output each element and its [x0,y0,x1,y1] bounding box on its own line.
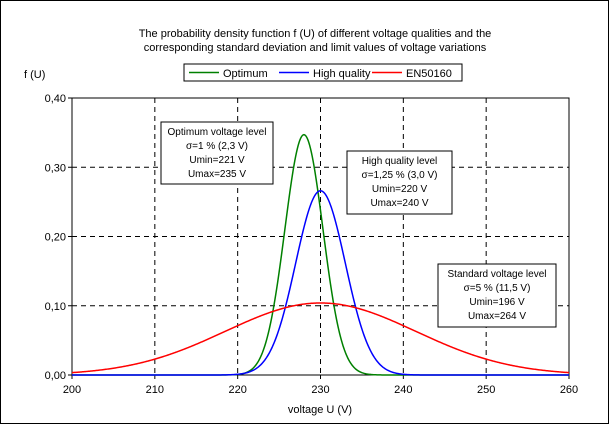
annotation-high-quality-umax: Umax=240 V [370,198,428,209]
x-tick-label-4: 240 [394,384,412,396]
annotation-optimum-umin: Umin=221 V [189,155,245,166]
annotation-standard: Standard voltage level σ=5 % (11,5 V) Um… [437,263,557,328]
series-line-high-quality [72,190,569,376]
annotation-optimum-umax: Umax=235 V [188,169,246,180]
y-tick-label-0: 0,00 [45,370,66,382]
y-tick-label-4: 0,40 [45,93,66,105]
x-tick-label-6: 260 [560,384,578,396]
annotation-box-standard [437,263,557,328]
x-tick-label-0: 200 [63,384,81,396]
annotation-standard-umax: Umax=264 V [468,311,526,322]
annotation-optimum: Optimum voltage level σ=1 % (2,3 V) Umin… [160,121,274,185]
legend-box [183,63,463,82]
annotation-high-quality: High quality level σ=1,25 % (3,0 V) Umin… [346,150,453,215]
legend-label-optimum: Optimum [223,68,268,80]
annotation-high-quality-sigma: σ=1,25 % (3,0 V) [362,170,438,181]
legend-label-high-quality: High quality [313,68,371,80]
annotation-high-quality-title: High quality level [362,156,438,167]
legend: Optimum High quality EN50160 [183,63,463,82]
annotation-high-quality-umin: Umin=220 V [372,184,428,195]
x-tick-label-1: 210 [146,384,164,396]
series-line-en50160 [71,302,570,374]
x-axis-label: voltage U (V) [288,404,352,416]
x-tick-label-3: 230 [311,384,329,396]
legend-label-en50160: EN50160 [406,68,452,80]
annotation-optimum-sigma: σ=1 % (2,3 V) [186,141,248,152]
y-tick-label-3: 0,30 [45,162,66,174]
y-tick-label-2: 0,20 [45,232,66,244]
x-tick-labels: 200 210 220 230 240 250 260 [63,384,578,396]
y-tick-labels: 0,00 0,10 0,20 0,30 0,40 [45,93,66,382]
chart-title-line-1: The probability density function f (U) o… [139,28,492,40]
chart-title-line-2: corresponding standard deviation and lim… [144,42,487,54]
y-axis-label: f (U) [24,69,45,81]
annotation-standard-sigma: σ=5 % (11,5 V) [464,283,531,294]
annotation-box-optimum [160,121,274,185]
series-curves [71,133,570,376]
x-tick-label-5: 250 [477,384,495,396]
annotation-optimum-title: Optimum voltage level [168,127,267,138]
annotation-box-high-quality [346,150,453,215]
x-tick-label-2: 220 [228,384,246,396]
y-tick-label-1: 0,10 [45,301,66,313]
annotation-standard-title: Standard voltage level [448,269,547,280]
axes [68,97,570,379]
annotation-standard-umin: Umin=196 V [469,297,525,308]
